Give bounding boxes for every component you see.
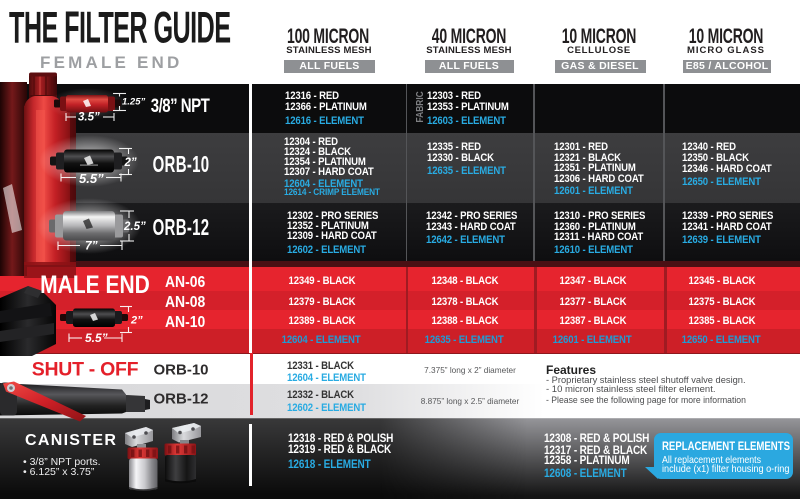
svg-text:FABRIC: FABRIC <box>414 91 426 122</box>
svg-text:3.5”: 3.5” <box>78 112 100 124</box>
svg-text:2”: 2” <box>130 315 143 327</box>
svg-text:1.25”: 1.25” <box>122 97 145 108</box>
svg-text:5.5”: 5.5” <box>79 171 104 186</box>
svg-text:2.5”: 2.5” <box>123 221 146 233</box>
svg-text:7”: 7” <box>85 239 98 253</box>
svg-text:2”: 2” <box>124 157 137 169</box>
svg-text:5.5”: 5.5” <box>85 331 108 345</box>
